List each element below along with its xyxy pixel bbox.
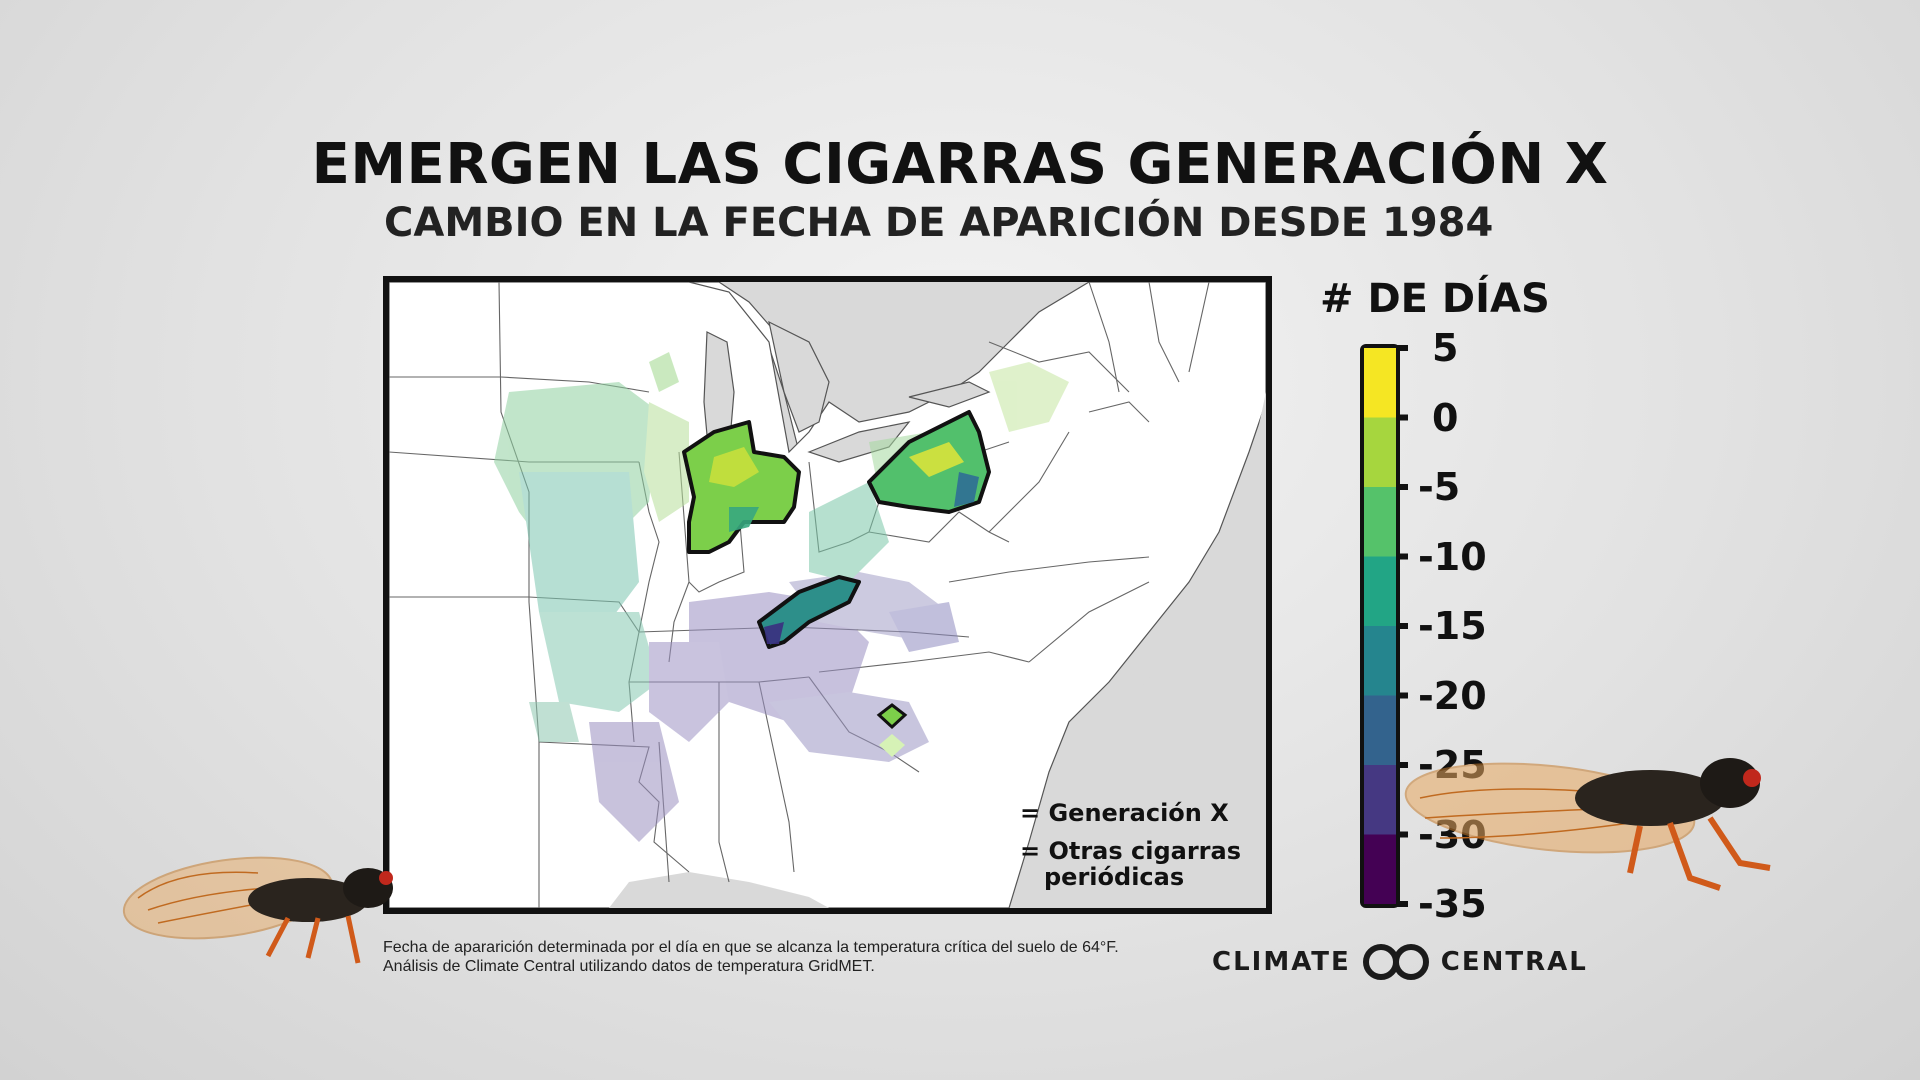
colorbar-tick	[1396, 692, 1408, 699]
emergence-map	[383, 276, 1272, 914]
colorbar-band	[1364, 626, 1396, 696]
colorbar-tick	[1396, 623, 1408, 629]
colorbar-tick-label: -35	[1418, 882, 1487, 926]
map-svg	[389, 282, 1266, 908]
colorbar-tick	[1396, 345, 1408, 351]
logo-text-right: CENTRAL	[1440, 947, 1588, 977]
colorbar-band	[1364, 348, 1396, 418]
genx-diamond-icon	[876, 703, 908, 730]
colorbar-tick-label: -20	[1418, 673, 1487, 718]
footnote-line-1: Fecha de apararición determinada por el …	[383, 939, 1119, 956]
colorbar-tick	[1396, 901, 1408, 907]
colorbar-tick-label: 5	[1432, 326, 1459, 370]
colorbar-band	[1364, 834, 1396, 904]
legend-other-label-2: periódicas	[1044, 863, 1185, 891]
legend-genx-label: = Generación X	[1020, 799, 1229, 827]
colorbar-band	[1364, 765, 1396, 835]
legend-other: = Otras cigarras periódicas	[1020, 838, 1241, 890]
colorbar-title: # DE DÍAS	[1320, 276, 1550, 322]
colorbar-band	[1364, 556, 1396, 626]
lake-huron	[768, 320, 830, 433]
genx-brood-indiana	[682, 420, 801, 554]
colorbar-tick-label: -10	[1418, 534, 1487, 579]
colorbar-tick-label: -5	[1418, 465, 1461, 509]
climate-central-logo-icon	[1362, 944, 1429, 980]
legend-genx: = Generación X	[1020, 800, 1229, 826]
genx-brood-tennessee	[757, 575, 861, 649]
colorbar-tick	[1396, 553, 1408, 560]
other-cicada-diamond-icon	[879, 734, 905, 757]
colorbar-tick	[1396, 484, 1408, 490]
lake-ontario	[908, 381, 991, 408]
legend-other-label-1: = Otras cigarras	[1020, 837, 1241, 865]
colorbar-band	[1364, 417, 1396, 487]
colorbar-tick	[1396, 762, 1408, 768]
colorbar-tick-label: -15	[1418, 604, 1487, 648]
colorbar-tick	[1396, 831, 1408, 838]
logo-text-left: CLIMATE	[1212, 947, 1351, 977]
colorbar-band	[1364, 487, 1396, 557]
footnote-line-2: Análisis de Climate Central utilizando d…	[383, 958, 875, 975]
atlantic-ocean	[1029, 392, 1266, 908]
footnote: Fecha de apararición determinada por el …	[383, 938, 1183, 976]
gulf	[609, 872, 829, 908]
cicada-right-icon	[1404, 758, 1771, 891]
colorbar	[1360, 344, 1408, 908]
genx-shading	[709, 442, 979, 644]
page-subtitle: CAMBIO EN LA FECHA DE APARICIÓN DESDE 19…	[384, 200, 1494, 246]
lake-erie	[807, 421, 911, 463]
colorbar-tick-label: 0	[1432, 395, 1459, 440]
climate-central-logo: CLIMATE CENTRAL	[1212, 944, 1588, 980]
other-cicadas-layer	[494, 352, 1069, 842]
cicada-left-icon	[122, 856, 393, 964]
colorbar-tick	[1396, 414, 1408, 421]
colorbar-band	[1364, 695, 1396, 765]
page-title: EMERGEN LAS CIGARRAS GENERACIÓN X	[311, 132, 1609, 197]
